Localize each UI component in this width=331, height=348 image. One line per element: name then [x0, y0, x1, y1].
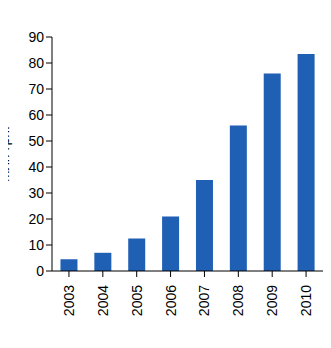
- svg-text:50: 50: [28, 133, 44, 149]
- svg-text:2004: 2004: [95, 285, 111, 316]
- svg-text:2003: 2003: [61, 285, 77, 316]
- svg-text:2009: 2009: [264, 285, 280, 316]
- svg-text:80: 80: [28, 55, 44, 71]
- svg-text:0: 0: [36, 263, 44, 279]
- svg-text:2010: 2010: [298, 285, 314, 316]
- svg-text:90: 90: [28, 29, 44, 45]
- svg-text:70: 70: [28, 81, 44, 97]
- svg-text:2007: 2007: [196, 285, 212, 316]
- svg-text:40: 40: [28, 159, 44, 175]
- svg-text:2005: 2005: [129, 285, 145, 316]
- svg-text:10: 10: [28, 237, 44, 253]
- svg-text:2008: 2008: [230, 285, 246, 316]
- svg-text:Млн грн.: Млн грн.: [8, 126, 12, 182]
- svg-text:20: 20: [28, 211, 44, 227]
- svg-text:60: 60: [28, 107, 44, 123]
- svg-text:30: 30: [28, 185, 44, 201]
- svg-text:2006: 2006: [163, 285, 179, 316]
